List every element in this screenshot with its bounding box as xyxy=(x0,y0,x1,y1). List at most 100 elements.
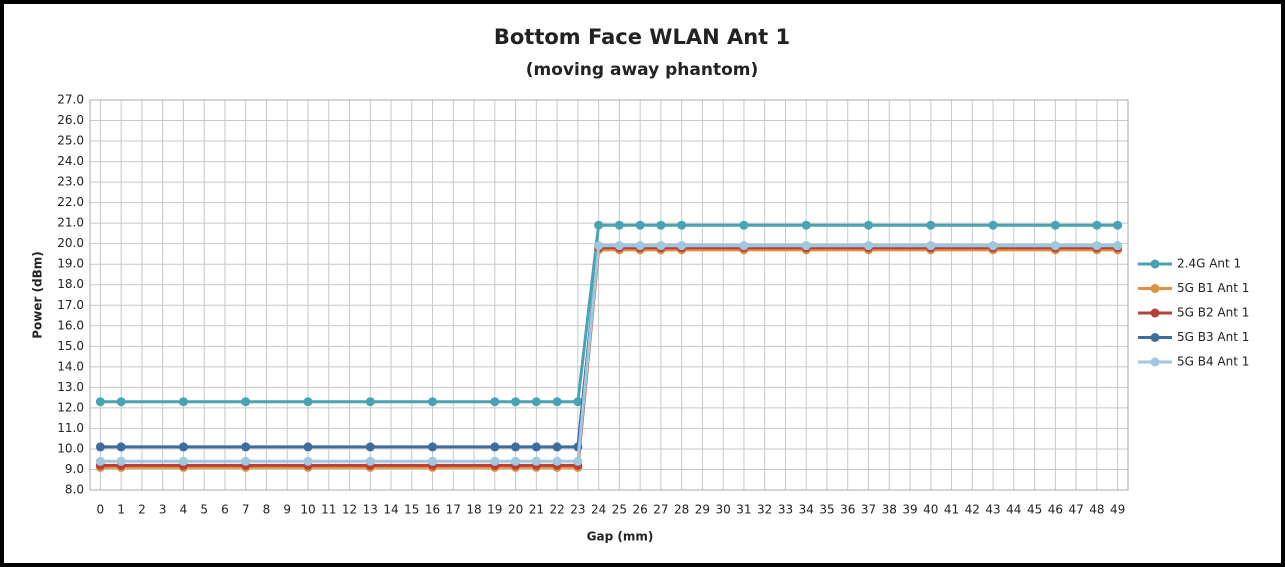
data-point xyxy=(531,456,541,466)
data-point xyxy=(1050,220,1060,230)
y-tick-label: 27.0 xyxy=(57,93,84,107)
x-tick-label: 33 xyxy=(778,503,793,517)
x-tick-label: 1 xyxy=(117,503,125,517)
x-tick-label: 35 xyxy=(819,503,834,517)
x-tick-label: 48 xyxy=(1089,503,1104,517)
data-point xyxy=(490,442,500,452)
data-point xyxy=(428,442,438,452)
x-tick-label: 4 xyxy=(180,503,188,517)
x-tick-label: 15 xyxy=(404,503,419,517)
legend-label: 5G B2 Ant 1 xyxy=(1177,306,1249,320)
data-point xyxy=(511,456,521,466)
x-tick-label: 43 xyxy=(985,503,1000,517)
data-point xyxy=(594,241,604,251)
data-point xyxy=(95,456,105,466)
x-tick-label: 23 xyxy=(570,503,585,517)
x-axis-label: Gap (mm) xyxy=(587,530,654,544)
x-tick-label: 16 xyxy=(425,503,440,517)
y-tick-label: 19.0 xyxy=(57,257,84,271)
data-point xyxy=(490,456,500,466)
data-point xyxy=(677,241,687,251)
x-tick-label: 0 xyxy=(97,503,105,517)
y-tick-label: 14.0 xyxy=(57,359,84,373)
x-tick-label: 21 xyxy=(529,503,544,517)
legend-marker xyxy=(1150,259,1160,269)
data-point xyxy=(303,442,313,452)
x-tick-label: 47 xyxy=(1068,503,1083,517)
data-point xyxy=(531,397,541,407)
x-tick-label: 46 xyxy=(1048,503,1063,517)
data-point xyxy=(365,456,375,466)
data-point xyxy=(428,397,438,407)
y-tick-label: 10.0 xyxy=(57,441,84,455)
data-point xyxy=(988,241,998,251)
data-point xyxy=(241,442,251,452)
data-point xyxy=(95,442,105,452)
x-tick-label: 7 xyxy=(242,503,250,517)
x-tick-label: 5 xyxy=(200,503,208,517)
legend-label: 2.4G Ant 1 xyxy=(1177,257,1241,271)
x-tick-label: 30 xyxy=(716,503,731,517)
x-tick-label: 36 xyxy=(840,503,855,517)
data-point xyxy=(116,442,126,452)
data-point xyxy=(241,397,251,407)
data-point xyxy=(635,241,645,251)
y-tick-label: 15.0 xyxy=(57,339,84,353)
x-tick-label: 41 xyxy=(944,503,959,517)
y-tick-label: 21.0 xyxy=(57,216,84,230)
legend-label: 5G B3 Ant 1 xyxy=(1177,330,1249,344)
data-point xyxy=(635,220,645,230)
y-tick-label: 17.0 xyxy=(57,298,84,312)
data-point xyxy=(241,456,251,466)
data-point xyxy=(365,442,375,452)
y-tick-label: 20.0 xyxy=(57,236,84,250)
data-point xyxy=(801,220,811,230)
x-tick-label: 20 xyxy=(508,503,523,517)
x-tick-label: 29 xyxy=(695,503,710,517)
x-tick-label: 27 xyxy=(653,503,668,517)
data-point xyxy=(614,220,624,230)
data-point xyxy=(864,241,873,251)
data-point xyxy=(1092,241,1102,251)
data-point xyxy=(511,442,521,452)
data-point xyxy=(365,397,375,407)
legend-marker xyxy=(1150,333,1160,342)
x-tick-label: 28 xyxy=(674,503,689,517)
x-tick-label: 44 xyxy=(1006,503,1021,517)
data-point xyxy=(988,220,998,230)
x-tick-label: 37 xyxy=(861,503,876,517)
data-point xyxy=(303,397,313,407)
x-tick-label: 40 xyxy=(923,503,938,517)
x-tick-label: 13 xyxy=(363,503,378,517)
data-point xyxy=(1113,241,1123,251)
y-tick-label: 16.0 xyxy=(57,318,84,332)
x-tick-label: 26 xyxy=(632,503,647,517)
y-axis-label: Power (dBm) xyxy=(31,251,45,339)
legend-marker xyxy=(1150,284,1160,293)
x-tick-label: 34 xyxy=(799,503,814,517)
x-tick-label: 10 xyxy=(300,503,315,517)
x-tick-label: 3 xyxy=(159,503,167,517)
data-point xyxy=(1092,220,1102,230)
legend-marker xyxy=(1150,357,1160,367)
y-tick-label: 12.0 xyxy=(57,400,84,414)
x-tick-label: 32 xyxy=(757,503,772,517)
data-point xyxy=(490,397,500,407)
y-tick-label: 24.0 xyxy=(57,154,84,168)
plot-border xyxy=(89,99,1129,491)
x-tick-label: 2 xyxy=(138,503,146,517)
data-point xyxy=(656,220,666,230)
data-point xyxy=(531,442,541,452)
data-point xyxy=(116,397,126,407)
data-point xyxy=(428,456,438,466)
x-tick-label: 22 xyxy=(549,503,564,517)
legend-label: 5G B4 Ant 1 xyxy=(1177,355,1249,369)
data-point xyxy=(677,220,687,230)
legend-marker xyxy=(1150,308,1160,318)
data-point xyxy=(739,241,749,251)
x-tick-label: 45 xyxy=(1027,503,1042,517)
x-tick-label: 39 xyxy=(902,503,917,517)
y-tick-label: 22.0 xyxy=(57,195,84,209)
data-point xyxy=(552,442,562,452)
